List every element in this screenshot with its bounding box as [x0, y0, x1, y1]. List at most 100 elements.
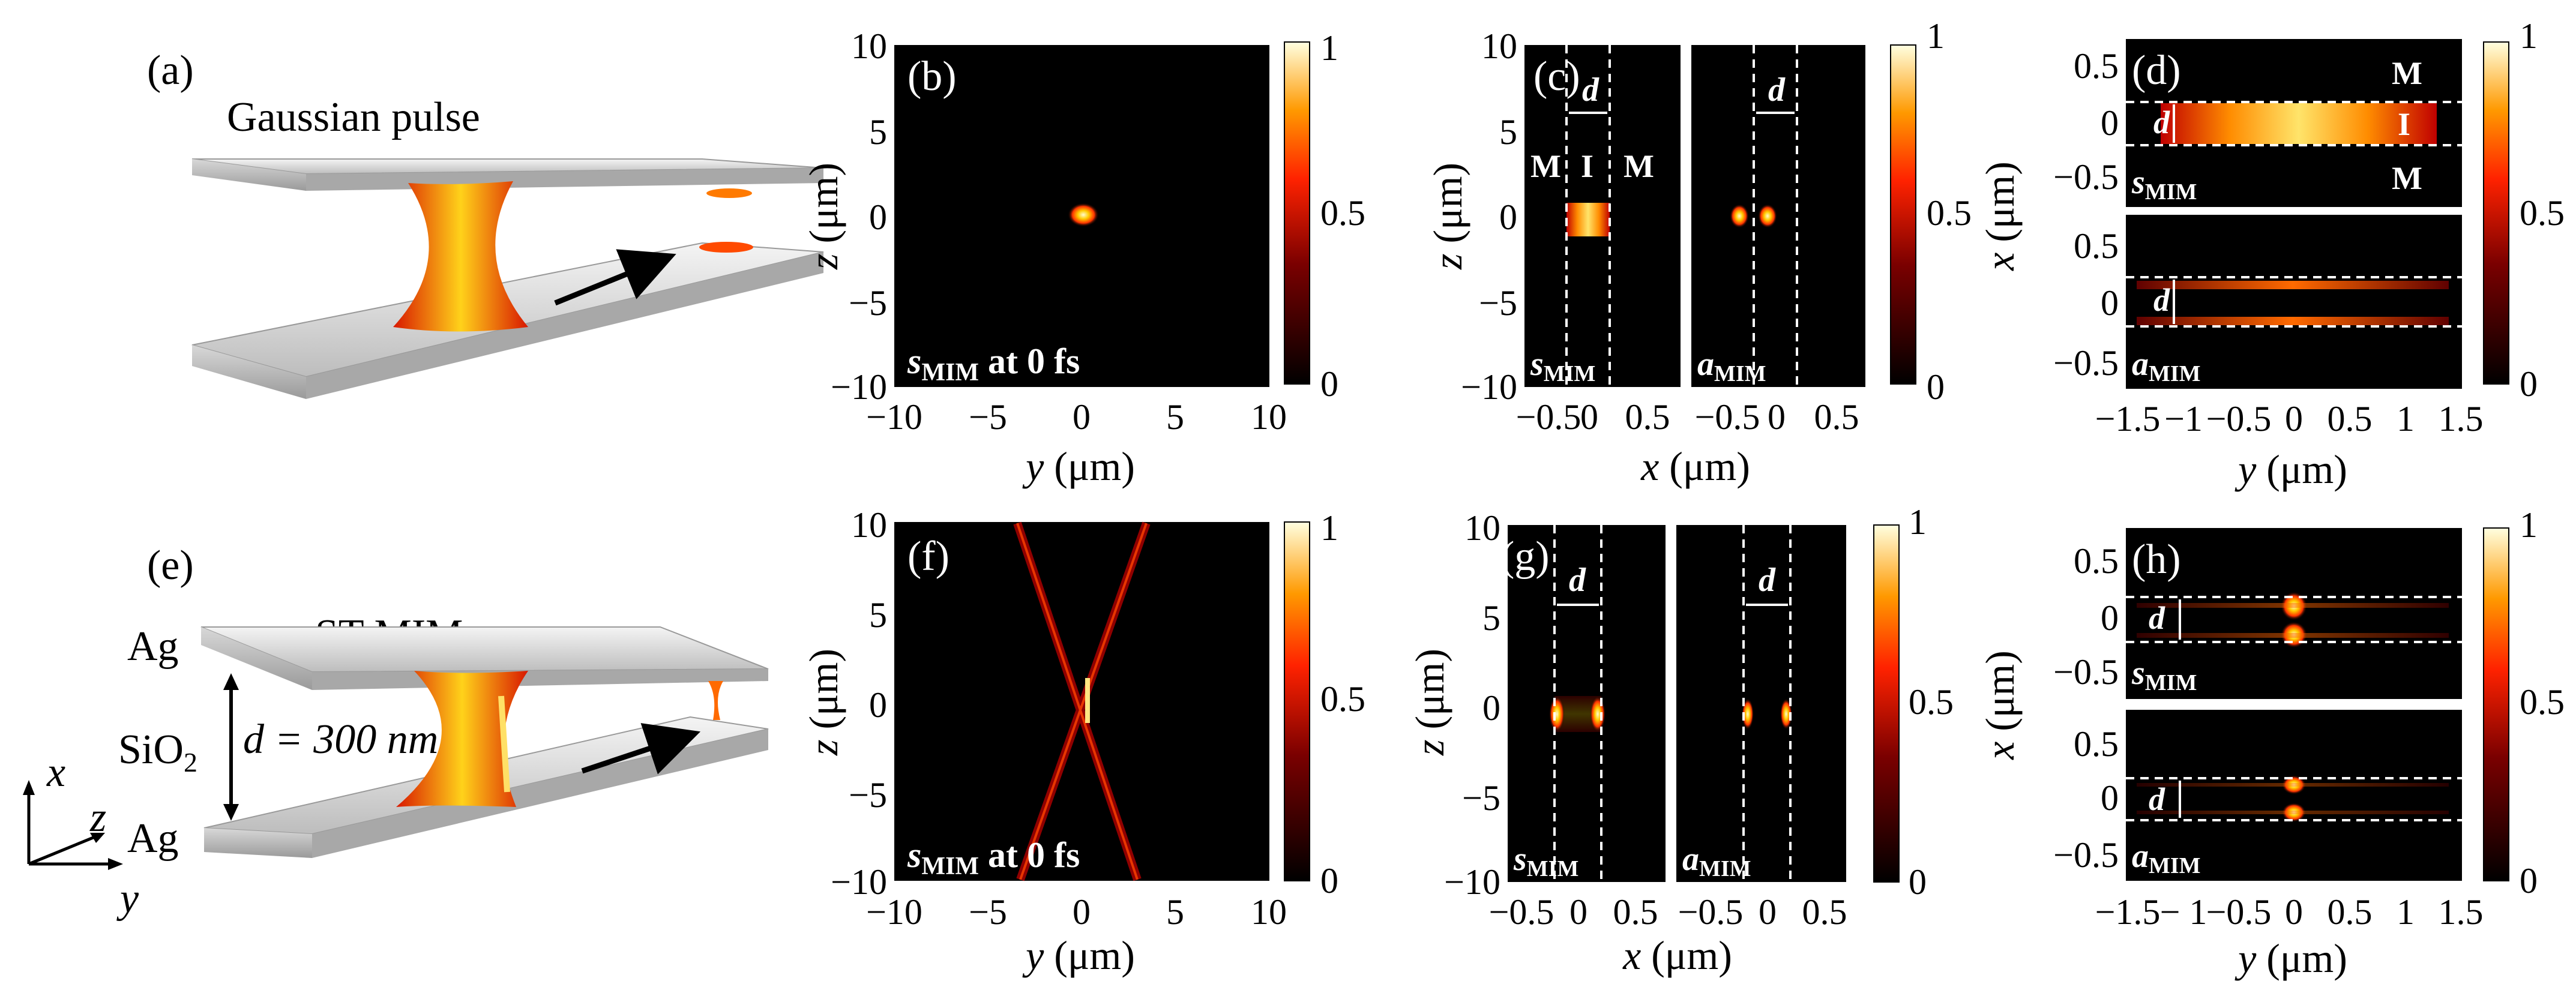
spot-c-right-1	[1730, 204, 1749, 228]
tick: −5	[1479, 283, 1517, 323]
var: y	[1022, 932, 1044, 978]
f-ylabel: z (μm)	[801, 649, 846, 756]
st-beam	[396, 671, 528, 807]
tick: −1	[2164, 399, 2203, 439]
tick: 1.5	[2439, 399, 2484, 439]
focus-f	[1085, 678, 1090, 723]
g-ylabel: z (μm)	[1407, 649, 1452, 756]
tick: −0.5	[2053, 343, 2119, 383]
tick: 5	[1482, 598, 1500, 638]
st-propagation-arrow	[581, 723, 701, 775]
tick: 1	[2520, 505, 2538, 545]
tick: 0.5	[2520, 193, 2565, 233]
band-d-top	[2161, 103, 2437, 144]
triad-z-label: z	[89, 794, 106, 841]
g-yticks: 10 5 0 −5 −10	[1444, 508, 1500, 902]
tick: −5	[1462, 778, 1500, 818]
panel-e-label: (e)	[147, 542, 194, 589]
d-caption-bottom: aMIM	[2132, 346, 2201, 386]
var: x	[1622, 932, 1641, 978]
b-xlabel: y (μm)	[1022, 443, 1135, 489]
caption-f-sym: s	[907, 835, 921, 875]
heatmap-g-right	[1676, 525, 1846, 882]
panel-e: (e) ST-MIM Ag SiO2 Ag d = 300 nm x z y	[23, 542, 769, 922]
b-ylabel: z (μm)	[801, 163, 846, 270]
tick: −5	[969, 397, 1007, 437]
tick: −5	[849, 775, 887, 815]
c-region-m-right: M	[1624, 148, 1654, 184]
panel-c-label: (c)	[1533, 53, 1580, 100]
tick: 1	[2397, 892, 2415, 932]
unit: (μm)	[1977, 161, 2023, 253]
tick: 0.5	[2520, 682, 2565, 722]
var: z	[801, 740, 846, 756]
g-gap-d: d	[1569, 562, 1586, 599]
h-gap-d-bottom: d	[2149, 781, 2165, 817]
triad-z-head	[90, 833, 105, 843]
f-cbar-ticks: 1 0.5 0	[1320, 508, 1365, 901]
panel-g: (g) d d sMIM aMIM −0.5 0 0.5 −0.5 0 0.5 …	[1407, 502, 1954, 978]
line-d-bottom-2	[2137, 317, 2449, 325]
d-gap-d-bottom: d	[2153, 282, 2170, 318]
caption-f: sMIM at 0 fs	[907, 835, 1080, 880]
h-xlabel: y (μm)	[2234, 935, 2347, 981]
sym: s	[2131, 655, 2145, 692]
ag-top-label: Ag	[127, 623, 179, 670]
sym: a	[1682, 841, 1699, 878]
caption-b-rest: at 0 fs	[979, 341, 1080, 381]
colorbar-d	[2483, 41, 2509, 385]
panel-a: (a) Gaussian pulse	[147, 47, 824, 399]
tick: 0.5	[1927, 193, 1972, 233]
ag-top-plate-front	[312, 669, 768, 690]
unit: (μm)	[2256, 446, 2347, 492]
tick: 0	[1073, 892, 1091, 932]
d-cbar-ticks: 1 0.5 0	[2520, 16, 2565, 404]
var: y	[2234, 446, 2257, 492]
tick: 0.5	[2074, 226, 2119, 266]
tick: −1.5	[2095, 892, 2161, 932]
sio2-sub: 2	[184, 747, 197, 778]
panel-h: (h) d d sMIM aMIM 0.5 0 −0.5 0.5 0 −0.5 …	[1977, 505, 2565, 981]
tick: 0	[2101, 103, 2119, 143]
c-caption-left: sMIM	[1530, 346, 1595, 386]
caption-b-sub: MIM	[921, 359, 979, 386]
tick: 1	[1320, 28, 1338, 68]
tick: 0	[1320, 861, 1338, 901]
tick: 0	[1909, 862, 1927, 902]
panel-b: (b) sMIM at 0 fs −10 −5 0 5 10 10 5 0 −5…	[801, 26, 1365, 489]
ag-bottom-label: Ag	[127, 815, 179, 862]
caption-b: sMIM at 0 fs	[907, 341, 1080, 386]
sym: a	[2132, 346, 2149, 383]
tick: −1.5	[2095, 399, 2161, 439]
tick: 0.5	[1625, 397, 1670, 437]
sio2-base: SiO	[118, 727, 184, 773]
tick: 10	[1481, 26, 1517, 66]
tick: −0.5	[1516, 397, 1581, 437]
tick: 1	[1320, 508, 1338, 548]
st-beam-core	[498, 695, 510, 793]
gap-text: d = 300 nm	[243, 716, 438, 763]
tick: −0.5	[1695, 397, 1760, 437]
panel-b-label: (b)	[907, 53, 957, 100]
d-region-i: I	[2398, 106, 2410, 142]
panel-c: (c) d d M I M sMIM aMIM −0.5 0 0.5 −0.5 …	[1425, 16, 1972, 489]
sym: a	[2132, 838, 2149, 875]
tick: 0.5	[1613, 892, 1658, 932]
c-gap-d: d	[1582, 71, 1599, 109]
d-gap-d: d	[2153, 104, 2170, 140]
tick: −10	[1444, 862, 1500, 902]
pulse-far-top	[706, 188, 752, 198]
tick: 0	[2520, 364, 2538, 404]
g-xticks: −0.5 0 0.5 −0.5 0 0.5	[1489, 892, 1847, 932]
tick: 0	[1927, 367, 1945, 407]
gaussian-pulse-beam	[393, 181, 528, 332]
panel-g-label: (g)	[1500, 533, 1550, 580]
panel-a-title: Gaussian pulse	[227, 94, 480, 140]
propagation-arrow	[554, 249, 676, 306]
d-xlabel: y (μm)	[2234, 446, 2347, 492]
tick: 0.5	[2328, 892, 2373, 932]
colorbar-g	[1873, 524, 1900, 883]
tick: 1.5	[2439, 892, 2484, 932]
sub: MIM	[2145, 670, 2197, 695]
